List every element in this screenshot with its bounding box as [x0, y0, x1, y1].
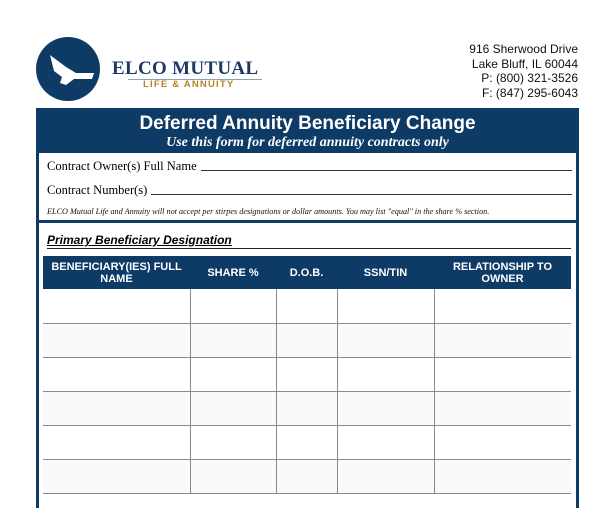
dob-cell[interactable]: [275, 425, 337, 460]
header-share: SHARE %: [190, 256, 276, 289]
ssn-cell[interactable]: [336, 391, 434, 426]
table-header: BENEFICIARY(IES) FULL NAME SHARE % D.O.B…: [43, 256, 571, 289]
relationship-cell[interactable]: [433, 357, 571, 392]
fax: F: (847) 295-6043: [481, 85, 578, 100]
table-row: [43, 459, 571, 494]
form-title: Deferred Annuity Beneficiary Change: [139, 113, 476, 134]
dob-cell[interactable]: [275, 357, 337, 392]
table-row: [43, 289, 571, 324]
owner-name-label: Contract Owner(s) Full Name: [47, 159, 197, 173]
company-name: ELCO MUTUAL: [112, 58, 259, 79]
table-row: [43, 425, 571, 460]
dob-cell[interactable]: [275, 391, 337, 426]
header-relationship: RELATIONSHIP TO OWNER: [434, 256, 571, 289]
address-line: 916 Sherwood Drive: [469, 42, 578, 56]
dob-cell[interactable]: [275, 459, 337, 494]
ssn-cell[interactable]: [336, 357, 434, 392]
disclaimer-note: ELCO Mutual Life and Annuity will not ac…: [47, 207, 490, 216]
beneficiary-table: BENEFICIARY(IES) FULL NAME SHARE % D.O.B…: [43, 256, 571, 494]
share-cell[interactable]: [189, 357, 276, 392]
form-subtitle: Use this form for deferred annuity contr…: [166, 135, 449, 150]
form-header: Deferred Annuity Beneficiary Change Use …: [36, 108, 579, 153]
dob-cell[interactable]: [275, 289, 337, 324]
name-cell[interactable]: [43, 357, 190, 392]
phone: P: (800) 321-3526: [481, 71, 578, 86]
relationship-cell[interactable]: [433, 323, 571, 358]
company-tagline: LIFE & ANNUITY: [143, 79, 235, 90]
name-cell[interactable]: [43, 459, 190, 494]
share-cell[interactable]: [189, 391, 276, 426]
relationship-cell[interactable]: [433, 459, 571, 494]
owner-name-input[interactable]: [200, 170, 572, 171]
eagle-logo-icon: [36, 37, 100, 101]
logo-divider: [128, 79, 262, 80]
owner-name-field[interactable]: Contract Owner(s) Full Name: [47, 159, 572, 174]
header-ssn: SSN/TIN: [337, 256, 434, 289]
ssn-cell[interactable]: [336, 459, 434, 494]
dob-cell[interactable]: [275, 323, 337, 358]
contract-number-input[interactable]: [151, 194, 572, 195]
ssn-cell[interactable]: [336, 323, 434, 358]
header-dob: D.O.B.: [276, 256, 337, 289]
contract-number-label: Contract Number(s): [47, 183, 148, 197]
relationship-cell[interactable]: [433, 391, 571, 426]
name-cell[interactable]: [43, 391, 190, 426]
header-name: BENEFICIARY(IES) FULL NAME: [43, 256, 190, 289]
contract-number-field[interactable]: Contract Number(s): [47, 183, 572, 198]
section-title: Primary Beneficiary Designation: [47, 233, 571, 249]
contract-info: Contract Owner(s) Full Name Contract Num…: [39, 153, 576, 223]
name-cell[interactable]: [43, 323, 190, 358]
ssn-cell[interactable]: [336, 425, 434, 460]
relationship-cell[interactable]: [433, 289, 571, 324]
address-line: Lake Bluff, IL 60044: [471, 56, 578, 71]
ssn-cell[interactable]: [336, 289, 434, 324]
company-address: 916 Sherwood Drive Lake Bluff, IL 60044 …: [469, 42, 578, 100]
table-row: [43, 391, 571, 426]
share-cell[interactable]: [189, 425, 276, 460]
share-cell[interactable]: [189, 289, 276, 324]
relationship-cell[interactable]: [433, 425, 571, 460]
table-row: [43, 357, 571, 392]
name-cell[interactable]: [43, 289, 190, 324]
table-row: [43, 323, 571, 358]
name-cell[interactable]: [43, 425, 190, 460]
share-cell[interactable]: [189, 323, 276, 358]
share-cell[interactable]: [189, 459, 276, 494]
